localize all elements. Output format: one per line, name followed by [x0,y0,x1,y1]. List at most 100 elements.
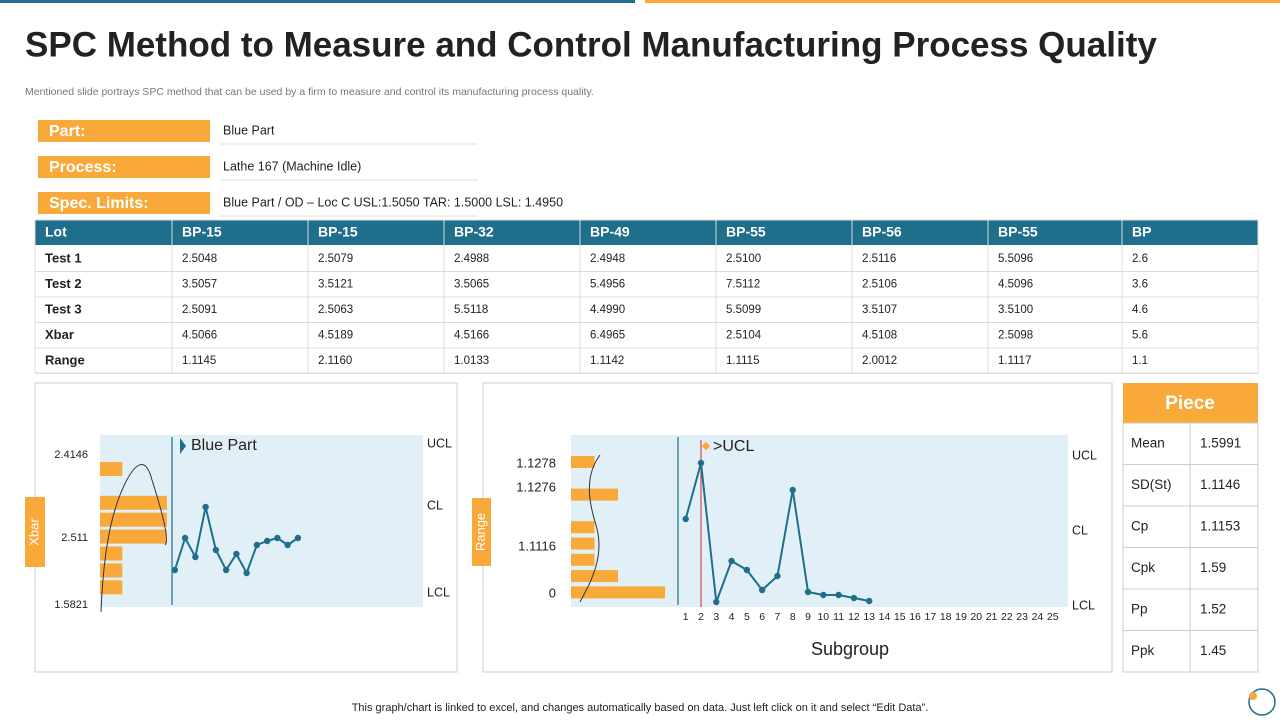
y-axis-label: Range [473,513,488,551]
logo-dot [1249,692,1257,700]
table-header-cell: BP-32 [454,224,494,240]
y-label: 0 [549,585,556,600]
histogram-bar [571,456,595,468]
info-label-box [38,120,210,142]
data-point [682,515,689,523]
table-cell: 4.4990 [590,304,625,316]
info-label: Spec. Limits: [49,195,149,212]
table-header-cell: BP-55 [726,224,766,240]
table-cell: 2.5116 [862,253,896,265]
table-cell: Xbar [45,327,74,342]
limit-label: LCL [1072,598,1095,612]
table-cell: 5.5099 [726,304,761,316]
table-header [35,220,1258,245]
x-tick-label: 25 [1047,611,1059,623]
x-tick-label: 3 [713,611,719,623]
data-point [835,591,842,599]
table-cell: 3.5065 [454,279,489,291]
table-cell: 3.5057 [182,279,217,291]
y-axis-label: Xbar [26,518,41,546]
histogram-bar [571,488,618,501]
data-point [181,534,189,542]
limit-label: CL [1072,523,1088,537]
data-point [294,534,302,542]
piece-value: 1.52 [1200,602,1226,617]
piece-value: 1.59 [1200,560,1226,575]
data-point [212,546,220,554]
piece-title: Piece [1165,393,1215,414]
annotation-marker [701,441,711,451]
annotation: >UCL [713,438,754,455]
histogram-bar [571,570,618,583]
table-header-cell: BP [1132,224,1151,240]
table-header-cell: BP-15 [318,224,358,240]
data-point [253,541,261,549]
histogram-bar [100,546,123,561]
data-point [222,566,230,574]
x-tick-label: 18 [940,611,952,623]
x-tick-label: 19 [955,611,967,623]
table-cell: 1.0133 [454,355,489,367]
piece-value: 1.1153 [1200,519,1240,534]
logo [1248,688,1276,716]
y-axis-label-box [25,497,45,567]
y-label: 1.1116 [518,538,556,553]
data-point [820,591,827,599]
table-cell: 4.5166 [454,330,489,342]
table-cell: 5.6 [1132,330,1148,342]
table-cell: 2.5106 [862,279,897,291]
title: SPC Method to Measure and Control Manufa… [25,25,1157,64]
table-cell: 2.4988 [454,253,489,265]
info-label-box [38,156,210,178]
x-tick-label: 8 [790,611,796,623]
table-header-cell: BP-15 [182,224,222,240]
table-cell: Range [45,352,85,367]
histogram-bar [100,495,167,510]
table-cell: 7.5112 [726,279,760,291]
histogram-bar [100,580,123,595]
table-header-cell: BP-56 [862,224,902,240]
limit-label: UCL [427,436,452,450]
y-label: 2.4146 [54,449,88,461]
data-point [243,569,250,577]
x-tick-label: 2 [698,611,704,623]
piece-key: Cp [1131,519,1148,534]
x-tick-label: 22 [1001,611,1013,623]
table-cell: 3.5107 [862,304,897,316]
x-tick-label: 5 [744,611,750,623]
table-cell: 1.1115 [726,355,759,367]
table-cell: 1.1145 [182,355,216,367]
subtitle: Mentioned slide portrays SPC method that… [25,86,594,98]
legend-marker [180,438,186,454]
table-cell: 5.5096 [998,253,1033,265]
data-point [192,553,199,561]
table-cell: 4.5066 [182,330,217,342]
table-cell: 2.5098 [998,330,1033,342]
y-label: 1.1276 [516,479,556,494]
top-bar [0,0,635,3]
table-cell: 2.4948 [590,253,625,265]
table-cell: 1.1 [1132,355,1148,367]
data-point [233,550,240,558]
histogram-bar [100,563,123,578]
data-point [789,486,796,494]
plot-area [571,435,1068,607]
info-label: Process: [49,159,117,176]
x-tick-label: 1 [683,611,689,623]
table-cell: 2.5091 [182,304,217,316]
y-label: 2.511 [61,532,88,544]
piece-row [1122,630,1259,673]
x-tick-label: 17 [925,611,937,623]
table-header-cell: Lot [45,224,67,240]
data-point [728,557,735,565]
data-point [697,459,705,467]
piece-header [1123,383,1258,423]
piece-value: 1.5991 [1200,436,1241,451]
x-tick-label: 6 [759,611,765,623]
histogram-bar [571,537,595,550]
table-cell: 2.5100 [726,253,761,265]
x-tick-label: 21 [986,611,998,623]
info-label: Part: [49,123,85,140]
